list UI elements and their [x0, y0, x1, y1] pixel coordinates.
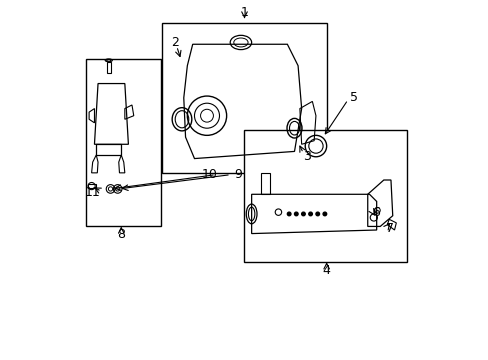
Text: 3: 3	[303, 150, 310, 163]
Circle shape	[315, 212, 319, 216]
Circle shape	[287, 212, 290, 216]
Text: 2: 2	[170, 36, 179, 49]
Text: 9: 9	[233, 168, 241, 181]
Circle shape	[308, 212, 312, 216]
Circle shape	[294, 212, 298, 216]
Circle shape	[301, 212, 305, 216]
Text: 1: 1	[240, 6, 248, 19]
Circle shape	[323, 212, 326, 216]
Text: 5: 5	[349, 91, 357, 104]
Bar	[88, 184, 96, 188]
Text: 11: 11	[85, 186, 101, 199]
Bar	[244, 130, 406, 262]
Bar	[85, 59, 160, 226]
Text: 10: 10	[202, 168, 217, 181]
Bar	[162, 23, 326, 173]
Text: 8: 8	[117, 228, 125, 241]
Text: 4: 4	[322, 264, 330, 276]
Text: 6: 6	[371, 206, 379, 219]
Text: 7: 7	[385, 222, 393, 235]
